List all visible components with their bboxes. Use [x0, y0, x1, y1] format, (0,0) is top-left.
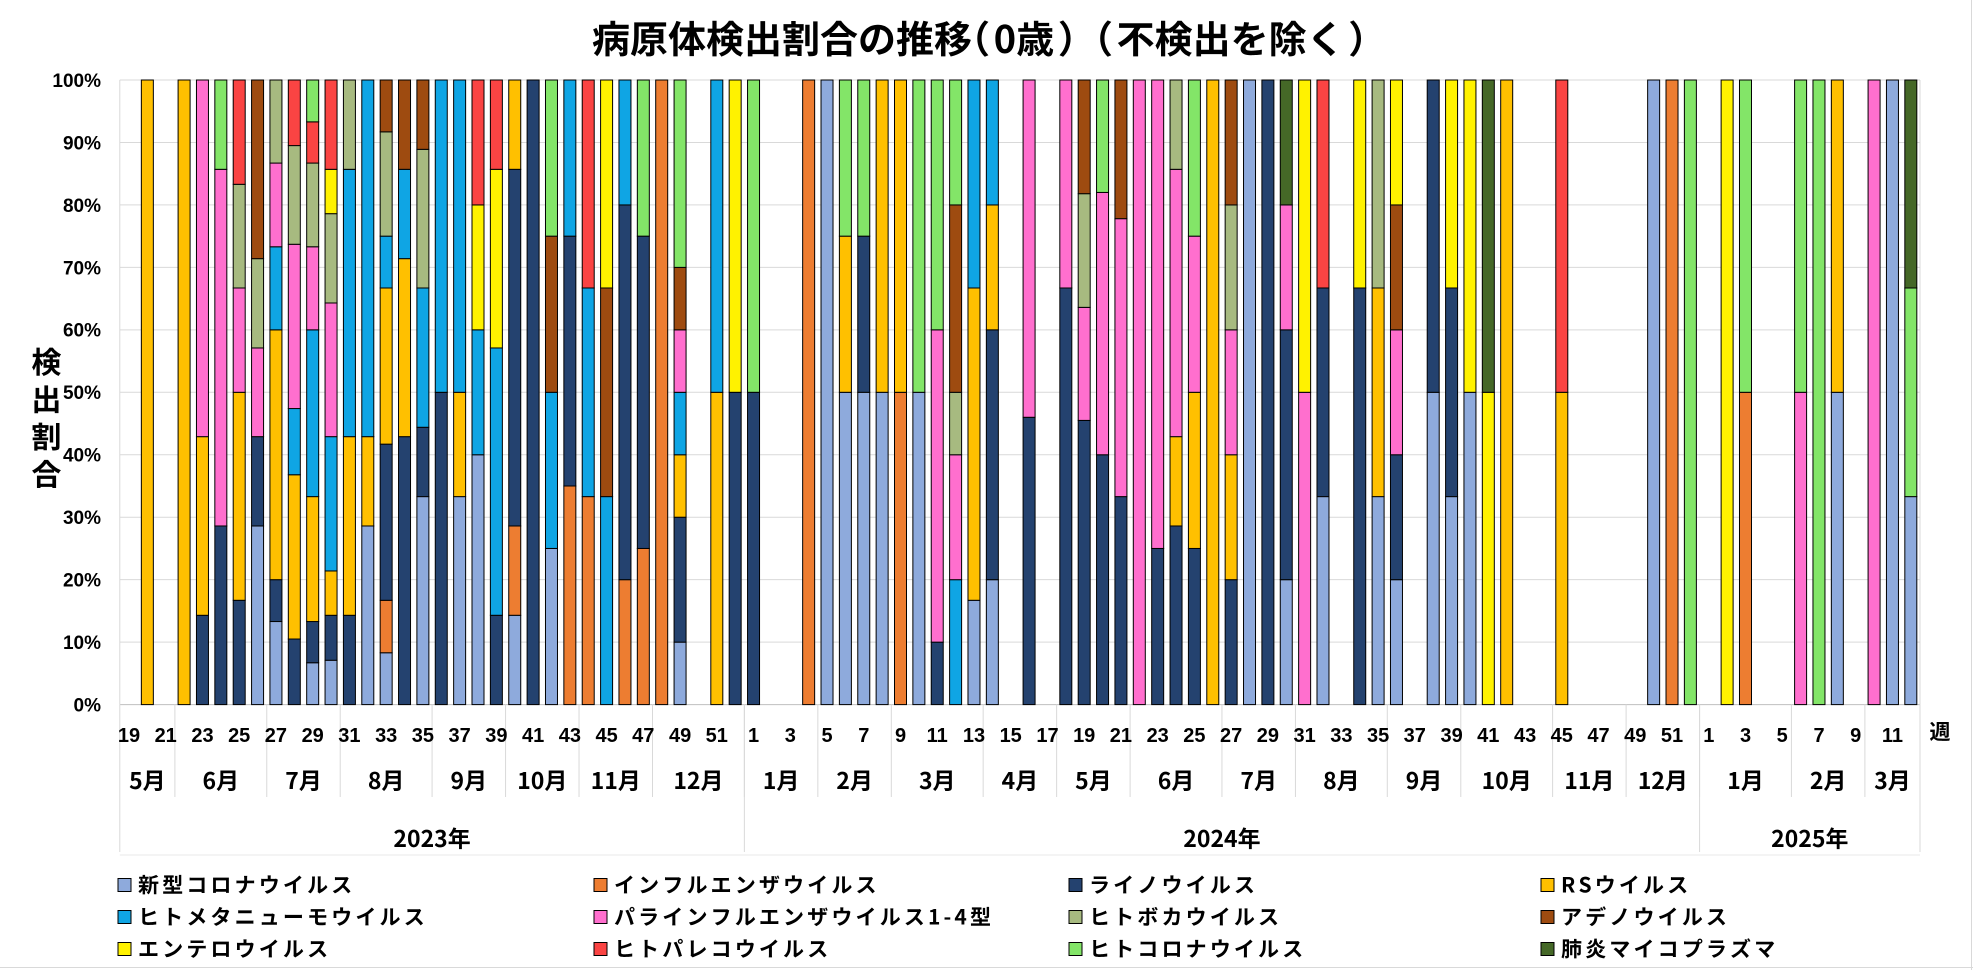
svg-text:5: 5: [1777, 725, 1788, 747]
svg-text:9: 9: [895, 725, 906, 747]
svg-text:35: 35: [412, 725, 434, 747]
svg-text:41: 41: [1477, 725, 1499, 747]
svg-text:23: 23: [1147, 725, 1169, 747]
svg-text:39: 39: [485, 725, 507, 747]
svg-text:47: 47: [632, 725, 654, 747]
svg-text:30%: 30%: [63, 508, 101, 529]
svg-text:20%: 20%: [63, 571, 101, 592]
svg-text:10%: 10%: [63, 633, 101, 654]
svg-text:49: 49: [669, 725, 691, 747]
svg-text:60%: 60%: [63, 321, 101, 342]
svg-text:3: 3: [1740, 725, 1751, 747]
svg-text:49: 49: [1624, 725, 1646, 747]
svg-text:43: 43: [1514, 725, 1536, 747]
svg-text:39: 39: [1440, 725, 1462, 747]
svg-text:70%: 70%: [63, 258, 101, 279]
svg-text:31: 31: [338, 725, 360, 747]
svg-text:27: 27: [1220, 725, 1242, 747]
svg-text:37: 37: [1404, 725, 1426, 747]
svg-text:25: 25: [228, 725, 250, 747]
svg-text:33: 33: [375, 725, 397, 747]
svg-text:5: 5: [821, 725, 832, 747]
svg-text:45: 45: [595, 725, 617, 747]
svg-text:1: 1: [1703, 725, 1714, 747]
svg-text:11: 11: [927, 725, 948, 747]
svg-text:7: 7: [1813, 725, 1824, 747]
svg-text:50%: 50%: [63, 383, 101, 404]
svg-text:7: 7: [858, 725, 869, 747]
svg-text:43: 43: [559, 725, 581, 747]
svg-text:23: 23: [191, 725, 213, 747]
svg-text:100%: 100%: [52, 71, 101, 92]
svg-text:11: 11: [1882, 725, 1903, 747]
svg-text:33: 33: [1330, 725, 1352, 747]
svg-text:15: 15: [1000, 725, 1022, 747]
svg-text:90%: 90%: [63, 133, 101, 154]
svg-text:31: 31: [1293, 725, 1315, 747]
svg-text:0%: 0%: [74, 696, 102, 717]
svg-text:27: 27: [265, 725, 287, 747]
svg-text:45: 45: [1551, 725, 1573, 747]
svg-text:19: 19: [118, 725, 140, 747]
svg-text:17: 17: [1036, 725, 1058, 747]
svg-text:47: 47: [1587, 725, 1609, 747]
svg-text:51: 51: [706, 725, 728, 747]
svg-text:9: 9: [1850, 725, 1861, 747]
svg-text:13: 13: [963, 725, 985, 747]
svg-text:41: 41: [522, 725, 544, 747]
svg-text:35: 35: [1367, 725, 1389, 747]
svg-text:21: 21: [1110, 725, 1132, 747]
svg-text:3: 3: [785, 725, 796, 747]
svg-text:51: 51: [1661, 725, 1683, 747]
svg-text:25: 25: [1183, 725, 1205, 747]
svg-text:19: 19: [1073, 725, 1095, 747]
svg-text:40%: 40%: [63, 446, 101, 467]
svg-text:80%: 80%: [63, 196, 101, 217]
svg-text:29: 29: [302, 725, 324, 747]
svg-text:37: 37: [448, 725, 470, 747]
svg-text:1: 1: [748, 725, 759, 747]
svg-text:21: 21: [155, 725, 177, 747]
svg-text:29: 29: [1257, 725, 1279, 747]
